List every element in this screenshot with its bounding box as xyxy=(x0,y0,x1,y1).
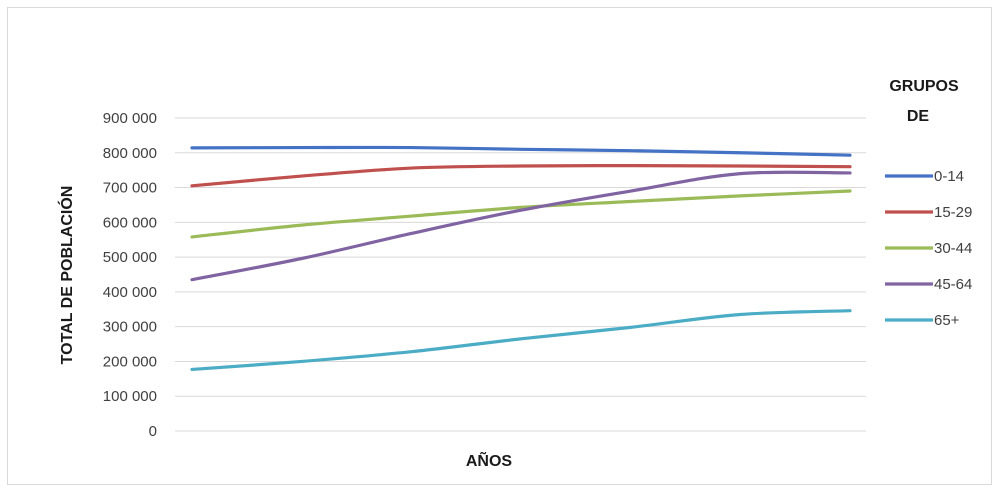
legend-label-45-64: 45-64 xyxy=(934,276,972,293)
legend-title-line-1: GRUPOS xyxy=(889,78,959,95)
legend-label-15-29: 15-29 xyxy=(934,204,972,221)
legend-label-0-14: 0-14 xyxy=(934,168,964,185)
y-tick-label: 400 000 xyxy=(103,284,157,301)
y-tick-label: 200 000 xyxy=(103,353,157,370)
series-line-0-14 xyxy=(190,145,852,157)
legend: 0-14 15-29 30-44 45-64 65+ xyxy=(885,168,972,329)
series-line-30-44 xyxy=(190,189,852,239)
y-tick-label: 0 xyxy=(149,423,157,440)
y-tick-label: 800 000 xyxy=(103,145,157,162)
legend-label-65+: 65+ xyxy=(934,312,960,329)
gridlines xyxy=(175,117,866,432)
legend-title-line-2: DE xyxy=(907,108,930,125)
series-line-45-64 xyxy=(190,170,852,282)
y-tick-label: 300 000 xyxy=(103,319,157,336)
series-line-65+ xyxy=(190,309,852,372)
legend-label-30-44: 30-44 xyxy=(934,240,972,257)
chart-frame xyxy=(7,7,992,485)
y-tick-label: 900 000 xyxy=(103,110,157,127)
y-tick-label: 700 000 xyxy=(103,180,157,197)
series-lines xyxy=(190,145,852,372)
y-axis-title: TOTAL DE POBLACIÓN xyxy=(57,186,76,365)
x-axis-title: AÑOS xyxy=(466,450,513,470)
y-tick-labels: 0 100 000 200 000 300 000 400 000 500 000 600 … xyxy=(103,110,157,440)
series-line-15-29 xyxy=(190,164,852,188)
y-tick-label: 100 000 xyxy=(103,388,157,405)
y-tick-label: 500 000 xyxy=(103,249,157,266)
y-tick-label: 600 000 xyxy=(103,214,157,231)
